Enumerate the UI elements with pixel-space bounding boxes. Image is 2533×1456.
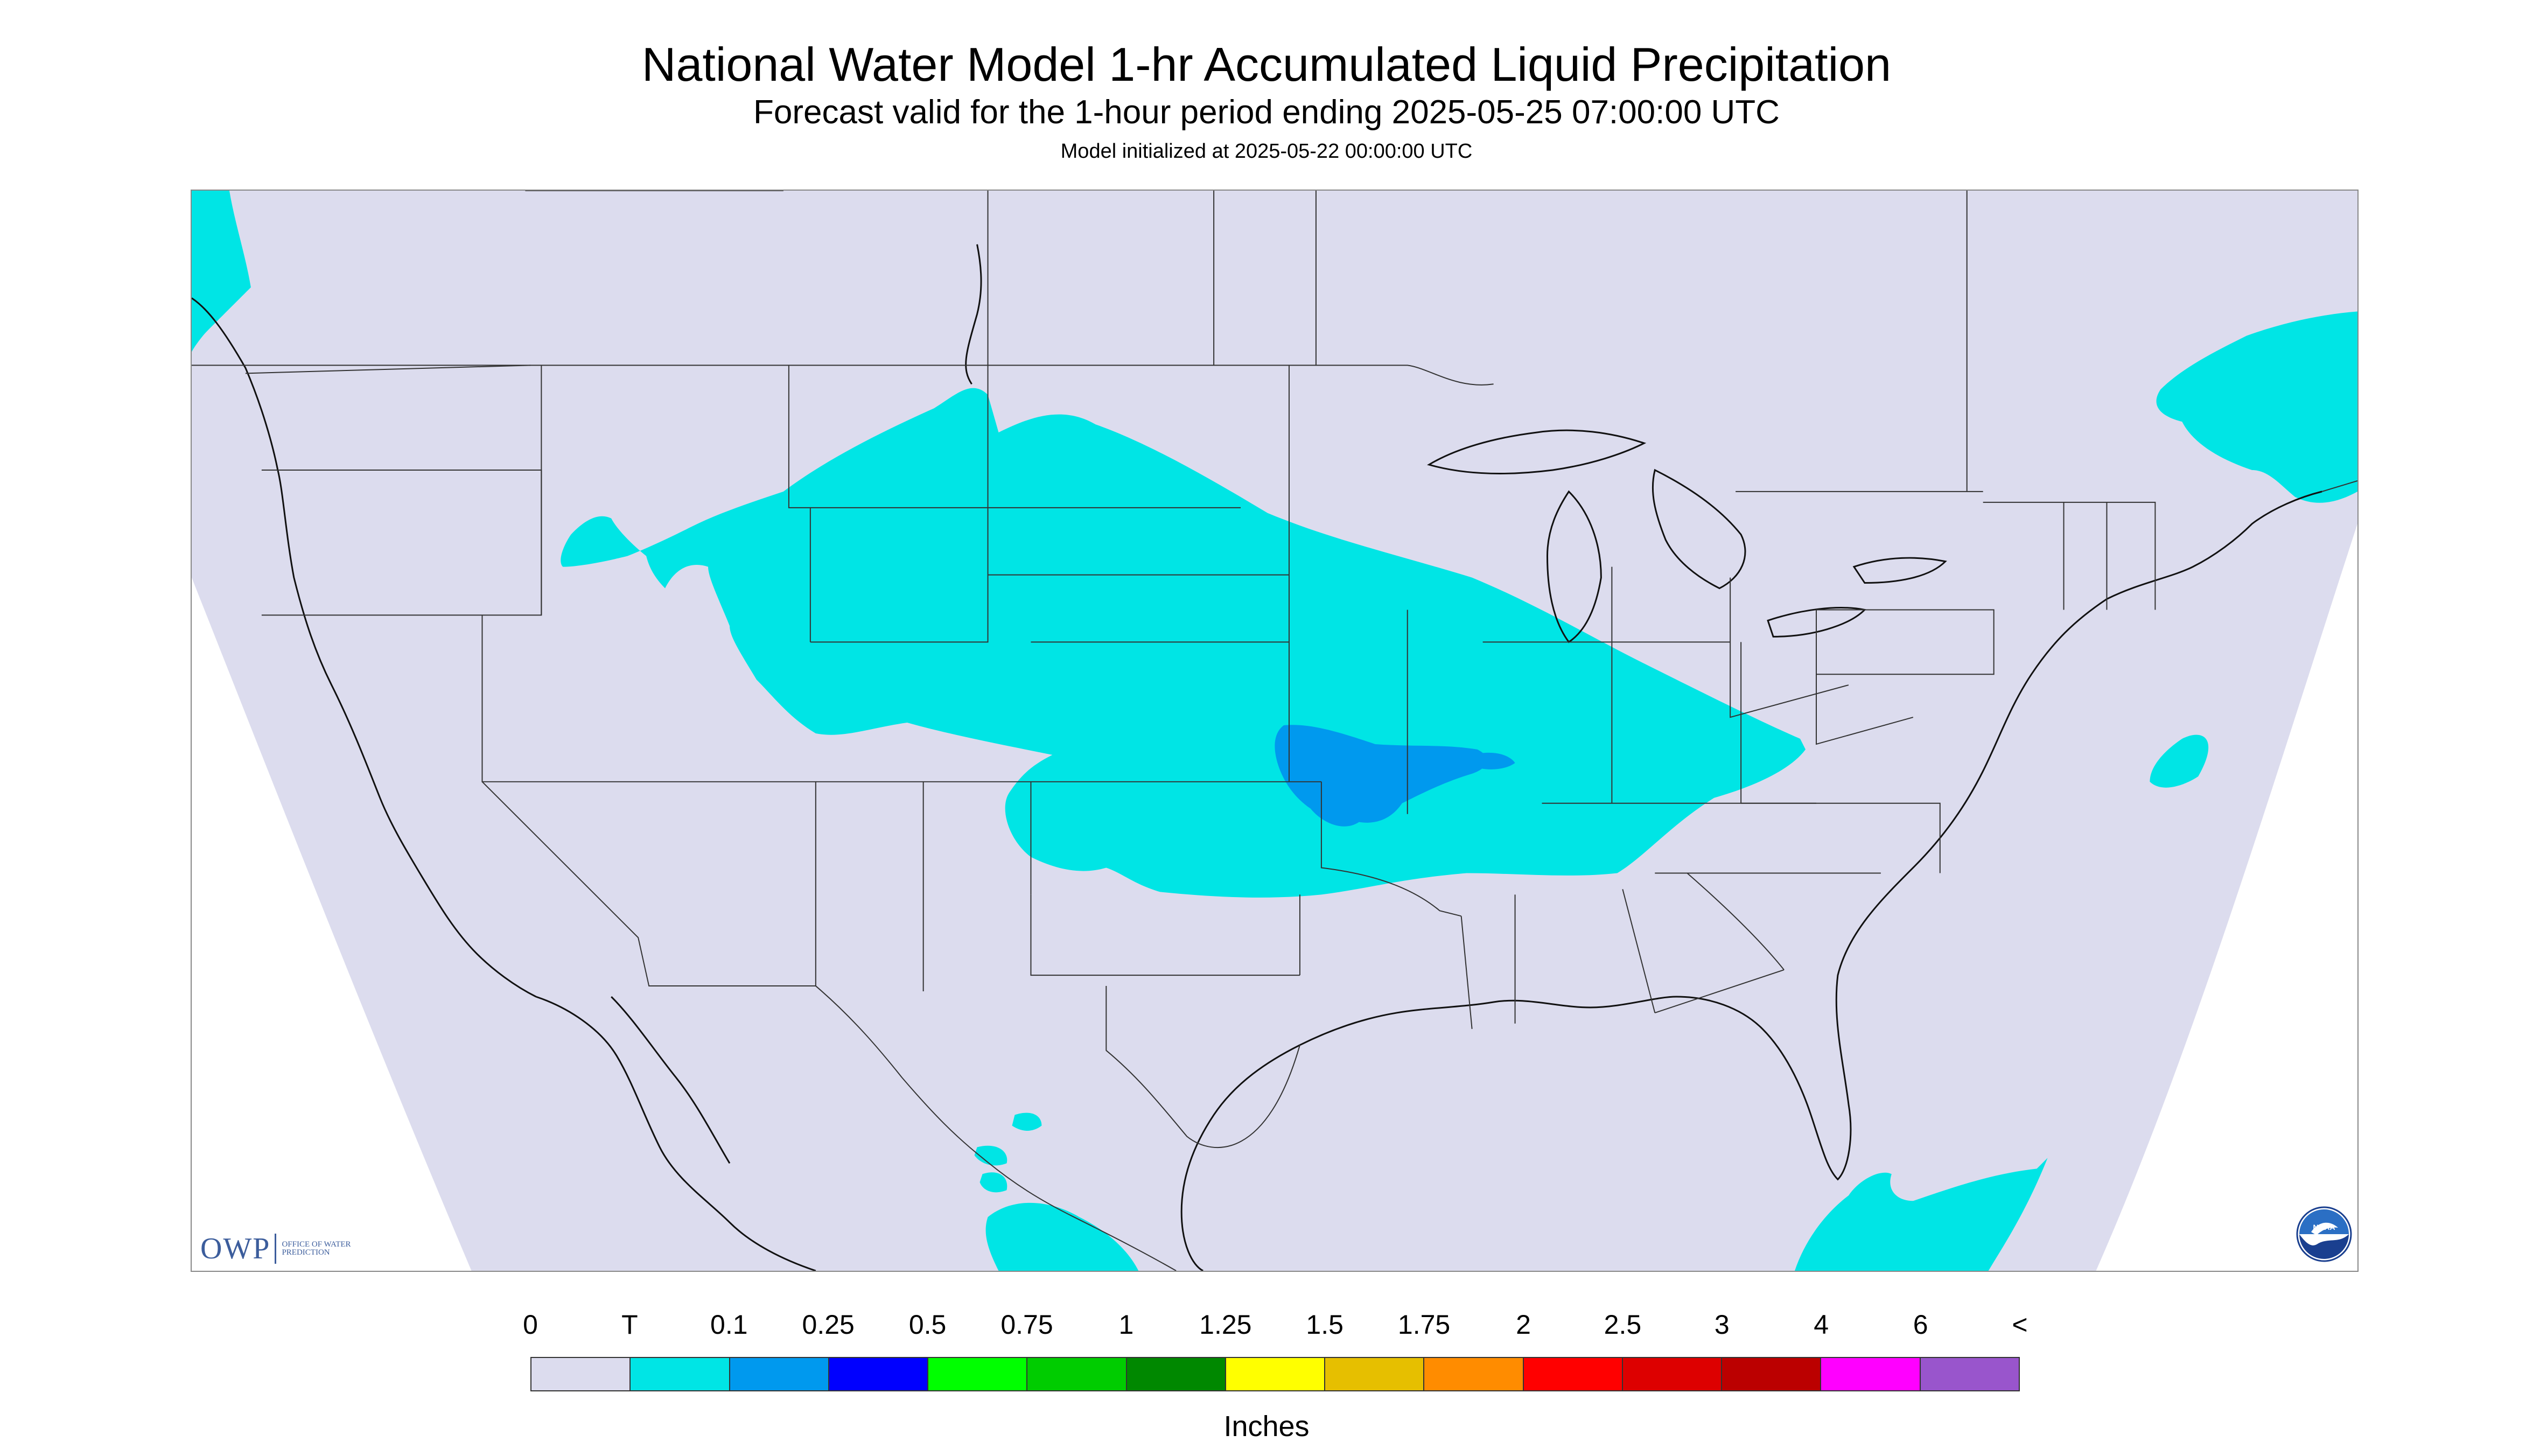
- precip-southern-mexico: [985, 1202, 1139, 1271]
- legend-tick-label: T: [621, 1310, 638, 1340]
- legend-colorbar: [530, 1357, 2020, 1391]
- legend-swatch: [631, 1358, 730, 1390]
- legend-tick-label: 4: [1814, 1310, 1829, 1340]
- owp-full-name: OFFICE OF WATER PREDICTION: [282, 1240, 351, 1257]
- legend-swatch: [1126, 1358, 1226, 1390]
- map-canvas: [192, 191, 2357, 1271]
- legend-swatch: [1424, 1358, 1524, 1390]
- legend-swatch: [1325, 1358, 1425, 1390]
- legend-swatch: [829, 1358, 929, 1390]
- coastlines: [192, 244, 2322, 1271]
- precip-mexico-spot-2: [974, 1145, 1007, 1166]
- precip-atlantic: [2150, 734, 2209, 788]
- precip-mexico-spot-1: [1012, 1112, 1042, 1131]
- legend-tick-label: 2: [1516, 1310, 1531, 1340]
- legend-tick-label: 1.75: [1397, 1310, 1451, 1340]
- legend-tick-label: 1.5: [1306, 1310, 1344, 1340]
- legend-tick-label: 0.75: [1000, 1310, 1053, 1340]
- legend-swatch: [730, 1358, 829, 1390]
- legend-swatch: [1722, 1358, 1822, 1390]
- owp-abbrev: OWP: [200, 1232, 271, 1265]
- legend-tick-label: 6: [1913, 1310, 1928, 1340]
- map-title: National Water Model 1-hr Accumulated Li…: [641, 38, 1892, 91]
- precip-mexico-spot-3: [979, 1172, 1007, 1193]
- legend-swatch: [531, 1358, 631, 1390]
- precip-ozarks-core: [1275, 725, 1487, 827]
- precip-central-plains: [561, 388, 1806, 898]
- legend-swatch: [1920, 1358, 2019, 1390]
- legend-swatch: [1027, 1358, 1127, 1390]
- noaa-logo: NOAA: [2296, 1206, 2352, 1262]
- legend-swatch: [928, 1358, 1028, 1390]
- legend-tick-label: 0.25: [802, 1310, 855, 1340]
- legend-tick-label: 0.1: [710, 1310, 748, 1340]
- legend-tick-label: 1.25: [1199, 1310, 1252, 1340]
- precip-legend: 0 T 0.1 0.25 0.5 0.75 1 1.25 1.5 1.75 2 2.5 3 4 6 <: [523, 1308, 2028, 1395]
- legend-swatch: [1523, 1358, 1623, 1390]
- legend-tick-label: 2.5: [1604, 1310, 1642, 1340]
- legend-tick-label: 0.5: [908, 1310, 947, 1340]
- legend-tick-label: 3: [1714, 1310, 1730, 1340]
- owp-logo: OWP OFFICE OF WATER PREDICTION: [200, 1230, 352, 1268]
- legend-units: Inches: [1223, 1410, 1310, 1443]
- legend-tick-label: 0: [523, 1310, 538, 1340]
- owp-divider: [275, 1234, 277, 1264]
- legend-tick-label: <: [2012, 1310, 2028, 1340]
- precip-caribbean: [1795, 1158, 2048, 1271]
- legend-swatch: [1821, 1358, 1921, 1390]
- noaa-label: NOAA: [2313, 1223, 2335, 1231]
- legend-swatch: [1226, 1358, 1326, 1390]
- legend-swatch: [1622, 1358, 1723, 1390]
- political-boundaries: [192, 191, 2357, 1271]
- forecast-valid-subtitle: Forecast valid for the 1-hour period end…: [753, 94, 1780, 131]
- model-init-line: Model initialized at 2025-05-22 00:00:00…: [1060, 140, 1473, 163]
- precip-ozarks-spot: [1472, 752, 1515, 769]
- precipitation-map: [191, 190, 2359, 1272]
- precip-new-england: [2156, 311, 2357, 503]
- legend-tick-label: 1: [1118, 1310, 1134, 1340]
